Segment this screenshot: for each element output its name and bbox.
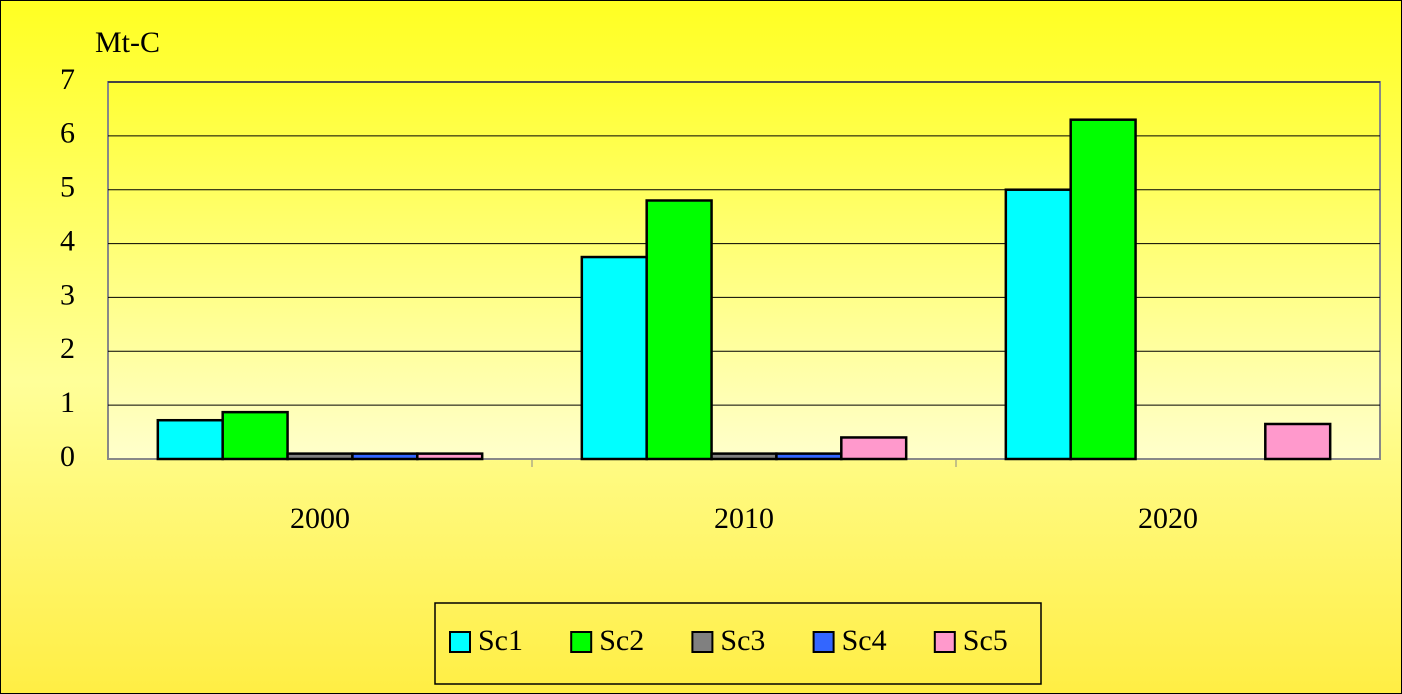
bar [580, 255, 648, 461]
legend-label: Sc4 [842, 624, 887, 657]
y-tick-label: 4 [60, 224, 75, 257]
bar [645, 199, 713, 461]
bar [775, 452, 843, 461]
y-tick-label: 1 [60, 386, 75, 419]
legend-label: Sc5 [963, 624, 1008, 657]
bar [156, 418, 224, 461]
bar [1069, 118, 1137, 461]
bar [710, 452, 778, 461]
bar [416, 452, 484, 461]
y-axis-label: Mt-C [95, 26, 160, 59]
legend-swatch [933, 631, 956, 653]
legend-swatch [691, 631, 714, 653]
bar [1004, 188, 1072, 461]
y-tick-label: 7 [60, 63, 75, 96]
y-tick-label: 3 [60, 278, 75, 311]
y-tick-label: 6 [60, 117, 75, 150]
x-tick-label: 2020 [1138, 502, 1198, 535]
bar [286, 452, 354, 461]
bar [351, 452, 419, 461]
x-tick-label: 2010 [714, 502, 774, 535]
bar [221, 410, 289, 461]
plot-area [107, 81, 1381, 460]
y-tick-label: 2 [60, 332, 75, 365]
legend-label: Sc1 [478, 624, 523, 657]
legend-label: Sc3 [720, 624, 765, 657]
legend-swatch [812, 631, 835, 653]
legend-swatch [449, 631, 471, 653]
legend-label: Sc2 [599, 624, 644, 657]
legend-swatch [570, 631, 593, 653]
y-tick-label: 5 [60, 171, 75, 204]
bar [1264, 422, 1332, 461]
legend-box [434, 602, 1042, 685]
bar [840, 436, 908, 461]
y-tick-label: 0 [60, 440, 75, 473]
x-tick-label: 2000 [290, 502, 350, 535]
